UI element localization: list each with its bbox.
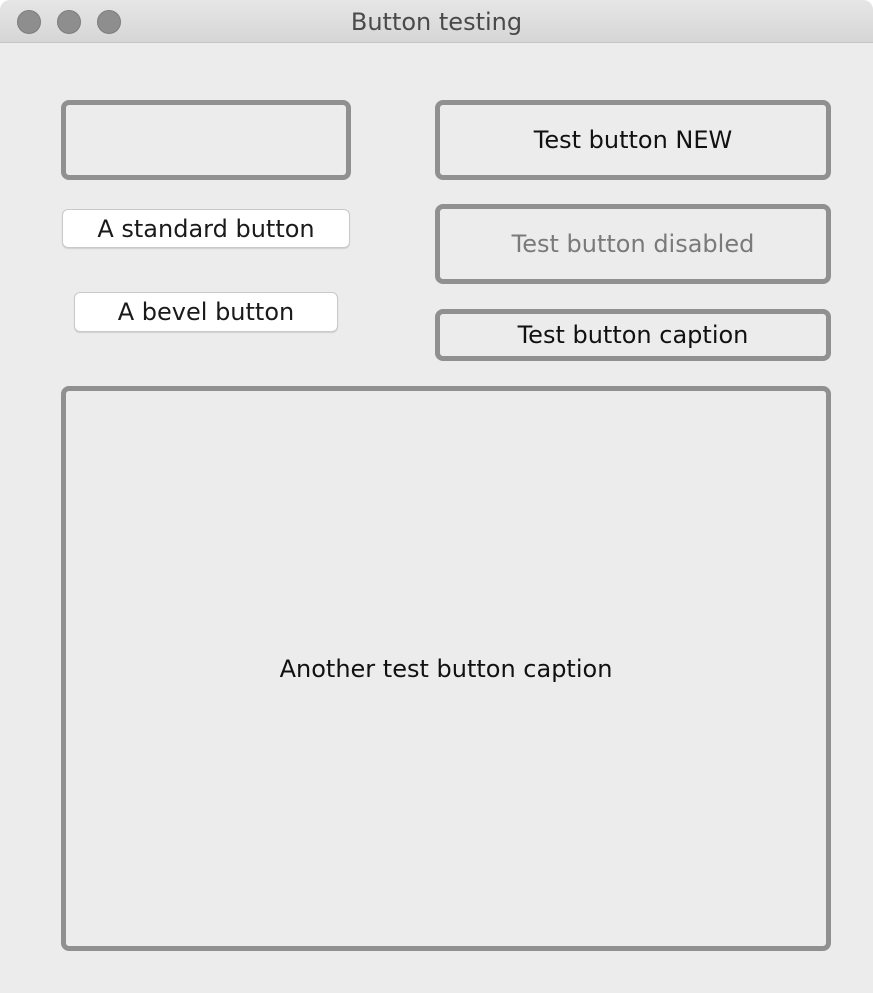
test-button-new[interactable]: Test button NEW xyxy=(435,100,831,180)
test-button-caption[interactable]: Test button caption xyxy=(435,309,831,361)
minimize-window-icon[interactable] xyxy=(57,10,81,34)
test-button-disabled[interactable]: Test button disabled xyxy=(435,204,831,284)
empty-button[interactable] xyxy=(61,100,351,180)
large-test-button[interactable]: Another test button caption xyxy=(61,386,831,951)
window-title: Button testing xyxy=(350,8,523,36)
bevel-button[interactable]: A bevel button xyxy=(74,292,338,332)
standard-button[interactable]: A standard button xyxy=(62,209,350,248)
title-bar[interactable]: Button testing xyxy=(0,0,873,43)
zoom-window-icon[interactable] xyxy=(97,10,121,34)
close-window-icon[interactable] xyxy=(17,10,41,34)
